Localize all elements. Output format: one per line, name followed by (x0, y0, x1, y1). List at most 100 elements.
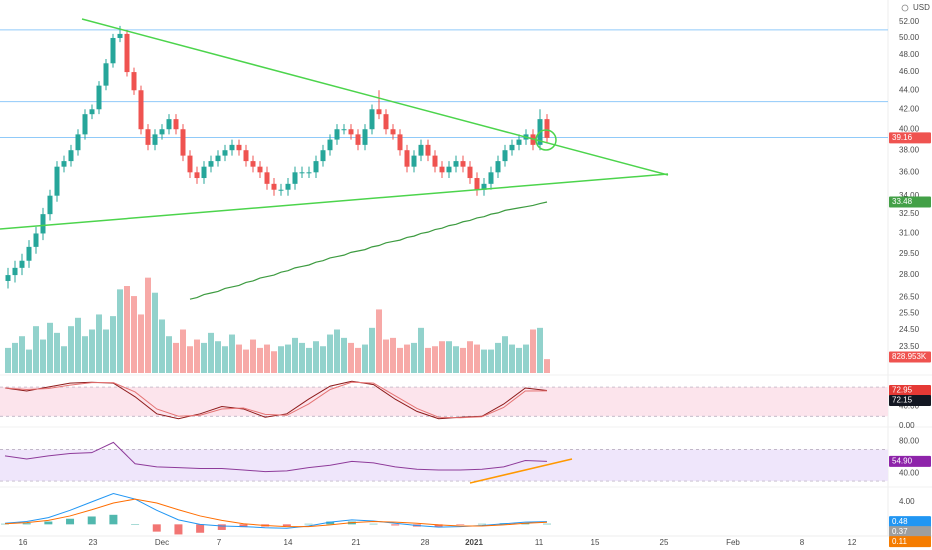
candle-body (222, 150, 228, 156)
candle-body (47, 195, 53, 215)
y-tick-label: 80.00 (899, 437, 920, 446)
moving-average (189, 201, 548, 300)
y-tick-label: 24.50 (899, 325, 920, 334)
volume-bar (397, 347, 403, 373)
price-tag: 72.15 (892, 396, 913, 405)
price-tag-bg (889, 394, 931, 406)
macd-histogram-bar (521, 523, 530, 525)
macd-histogram-bar (87, 516, 96, 525)
candle-body (124, 33, 130, 73)
y-tick-label: 4.00 (899, 497, 915, 506)
candle-body (313, 161, 319, 173)
volume-bar (278, 346, 284, 373)
candle-body (348, 129, 354, 135)
x-tick-label: 11 (535, 538, 544, 547)
candle-body (131, 72, 137, 91)
candle-body (173, 119, 179, 130)
candle-body (432, 155, 438, 167)
x-tick-label: 16 (19, 538, 28, 547)
y-tick-label: 50.00 (899, 33, 920, 42)
volume-bar (376, 309, 382, 373)
x-tick-label: 25 (660, 538, 669, 547)
candle-body (292, 172, 298, 184)
candle-body (250, 161, 256, 167)
volume-bar (96, 314, 102, 373)
price-tag: 0.48 (892, 517, 908, 526)
volume-bar (306, 347, 312, 373)
candle-body (355, 134, 361, 145)
candle-body (96, 85, 102, 110)
candle-body (411, 155, 417, 167)
volume-bar (138, 314, 144, 373)
volume-bar (271, 351, 277, 373)
y-tick-label: 29.50 (899, 249, 920, 258)
x-tick-label: 15 (591, 538, 600, 547)
volume-bar (411, 342, 417, 373)
volume-bar (180, 329, 186, 373)
y-tick-label: 31.00 (899, 229, 920, 238)
candle-body (439, 166, 445, 173)
candle-body (376, 109, 382, 115)
volume-bar (327, 334, 333, 373)
macd-histogram-bar (456, 524, 465, 525)
volume-bar (33, 326, 39, 373)
volume-bar (348, 342, 354, 373)
highlight-circle (535, 129, 557, 151)
x-tick-label: Dec (155, 538, 169, 547)
volume-bar (236, 344, 242, 373)
volume-bar (117, 289, 123, 373)
volume-bar (355, 347, 361, 373)
volume-bar (502, 336, 508, 373)
volume-bar (320, 346, 326, 373)
price-tag-bg (889, 384, 931, 396)
price-tag-bg (889, 351, 931, 363)
x-tick-label: Feb (726, 538, 740, 547)
volume-bar (89, 329, 95, 373)
rsi-line (4, 441, 548, 473)
macd-histogram-bar (152, 524, 161, 532)
volume-bar (229, 334, 235, 373)
x-tick-label: 8 (800, 538, 805, 547)
candle-body (19, 260, 25, 268)
candle-body (516, 139, 522, 145)
x-tick-label: 7 (217, 538, 222, 547)
volume-bar (509, 344, 515, 373)
volume-bar (460, 347, 466, 373)
plot-layer (0, 25, 888, 535)
volume-bar (425, 347, 431, 373)
macd-line (4, 498, 548, 528)
macd-histogram-bar (282, 524, 291, 527)
volume-bar (47, 322, 53, 373)
price-tag-bg (889, 516, 931, 528)
y-tick-label: 52.00 (899, 17, 920, 26)
candle-body (201, 166, 207, 179)
macd-histogram-bar (326, 521, 335, 525)
candle-body (481, 183, 487, 190)
volume-bar (166, 336, 172, 373)
y-tick-label: 32.50 (899, 209, 920, 218)
candle-body (271, 183, 277, 190)
macd-histogram-bar (66, 518, 75, 525)
x-tick-label: 23 (89, 538, 98, 547)
y-tick-label: 46.00 (899, 67, 920, 76)
candle-body (26, 246, 32, 261)
price-tag: 39.16 (892, 133, 913, 142)
volume-bar (257, 347, 263, 373)
volume-bar (40, 339, 46, 373)
trendline (0, 173, 669, 230)
volume-bar (481, 349, 487, 373)
candle-body (145, 129, 151, 145)
macd-histogram-bar (109, 514, 118, 525)
macd-histogram-bar (477, 523, 486, 525)
y-tick-label: 40.00 (899, 402, 920, 411)
volume-bar (5, 347, 11, 373)
x-tick-label: 14 (284, 538, 293, 547)
candle-body (425, 144, 431, 156)
volume-bar (285, 344, 291, 373)
candle-body (264, 172, 270, 184)
candle-body (257, 166, 263, 173)
candle-body (12, 267, 18, 276)
volume-bar (390, 337, 396, 373)
candle-body (334, 129, 340, 140)
